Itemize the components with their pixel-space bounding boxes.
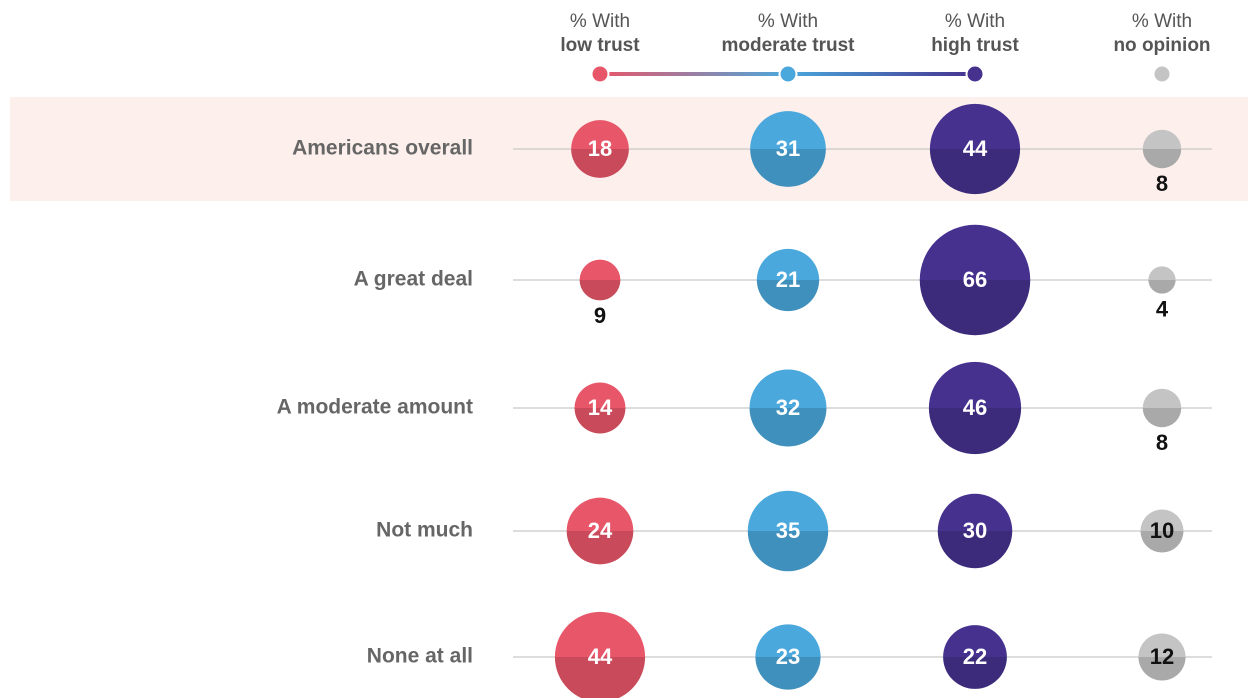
value-label: 14 (588, 395, 613, 420)
value-label: 32 (776, 395, 800, 420)
column-prefix: % With (1132, 11, 1192, 32)
bubble (1142, 388, 1182, 428)
bubble (747, 490, 829, 572)
value-label: 44 (588, 644, 613, 669)
value-label: 31 (776, 136, 800, 161)
value-label: 46 (963, 395, 987, 420)
bubble (929, 103, 1021, 195)
value-label: 8 (1156, 171, 1168, 196)
value-label: 21 (776, 267, 800, 292)
column-prefix: % With (758, 11, 818, 32)
row-label: Americans overall (292, 137, 473, 160)
legend-dot (965, 64, 985, 84)
value-label: 35 (776, 518, 800, 543)
bubble (756, 248, 820, 312)
value-label: 4 (1156, 296, 1169, 321)
column-name: moderate trust (721, 35, 855, 56)
bubble (750, 111, 826, 187)
bubble (574, 382, 626, 434)
bubble (579, 259, 621, 301)
bubble (919, 224, 1031, 336)
column-prefix: % With (570, 11, 630, 32)
value-label: 24 (588, 518, 613, 543)
row-label: None at all (367, 645, 473, 668)
bubble (1142, 129, 1182, 169)
column-name: high trust (931, 35, 1019, 56)
row-label: Not much (376, 519, 473, 542)
legend-dot (778, 64, 798, 84)
legend-dot (1152, 64, 1172, 84)
value-label: 10 (1150, 518, 1174, 543)
bubble (571, 120, 629, 178)
value-label: 8 (1156, 430, 1168, 455)
column-name: low trust (560, 35, 640, 56)
bubble (1148, 266, 1176, 294)
bubble (1140, 509, 1184, 553)
value-label: 18 (588, 136, 612, 161)
bubble (749, 369, 827, 447)
bubble (554, 611, 646, 698)
bubble (943, 625, 1007, 689)
bubble (1138, 633, 1186, 681)
row-label: A moderate amount (277, 396, 473, 419)
column-name: no opinion (1113, 35, 1210, 56)
bubble (937, 493, 1013, 569)
column-prefix: % With (945, 11, 1005, 32)
value-label: 12 (1150, 644, 1174, 669)
value-label: 9 (594, 303, 606, 328)
bubble (928, 361, 1022, 455)
legend-dot (590, 64, 610, 84)
value-label: 23 (776, 644, 800, 669)
value-label: 30 (963, 518, 987, 543)
bubble (566, 497, 634, 565)
value-label: 22 (963, 644, 987, 669)
value-label: 44 (963, 136, 988, 161)
value-label: 66 (963, 267, 987, 292)
bubble (755, 624, 821, 690)
row-label: A great deal (354, 268, 473, 291)
